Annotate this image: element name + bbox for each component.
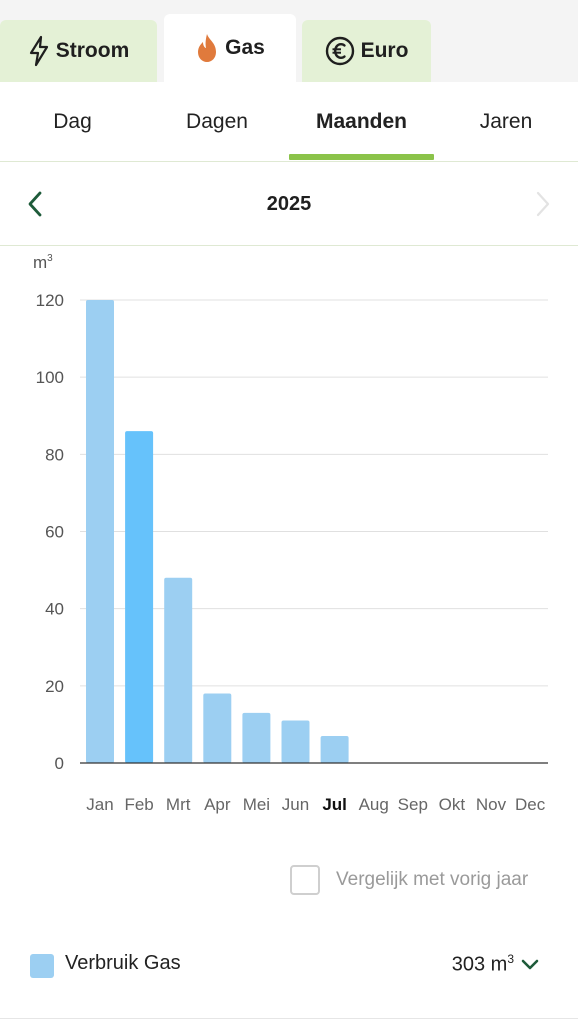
x-tick-label-jan[interactable]: Jan — [86, 795, 113, 814]
active-tab-indicator — [289, 154, 434, 160]
y-tick-label: 100 — [36, 368, 64, 387]
bar-apr[interactable] — [203, 693, 232, 763]
compare-checkbox[interactable] — [290, 865, 320, 895]
y-axis-unit-base: m — [33, 253, 47, 272]
bar-mei[interactable] — [242, 712, 271, 763]
x-tick-label-apr[interactable]: Apr — [204, 795, 231, 814]
year-navigation: 2025 — [0, 162, 578, 246]
y-tick-label: 20 — [45, 677, 64, 696]
x-tick-label-okt[interactable]: Okt — [439, 795, 466, 814]
y-tick-label: 40 — [45, 600, 64, 619]
tab-gas-label: Gas — [225, 36, 265, 59]
bar-mrt[interactable] — [164, 577, 193, 763]
grid-lines — [80, 299, 548, 687]
bars — [86, 300, 349, 763]
x-axis-ticks: Jan Feb Mrt Apr Mei Jun Jul Aug Sep Okt Nov Dec — [86, 795, 545, 814]
x-tick-label-jun[interactable]: Jun — [282, 795, 309, 814]
x-tick-label-aug[interactable]: Aug — [359, 795, 389, 814]
bar-jun[interactable] — [281, 720, 310, 763]
expand-button[interactable] — [518, 952, 542, 976]
chevron-down-icon — [521, 959, 539, 970]
chevron-right-icon — [536, 191, 550, 217]
y-tick-label: 80 — [45, 445, 64, 464]
flame-icon — [195, 33, 219, 63]
legend-swatch — [30, 954, 54, 978]
bar-jul[interactable] — [320, 735, 349, 763]
y-axis-unit-superscript: 3 — [47, 253, 53, 264]
y-tick-label: 0 — [55, 754, 64, 773]
legend-label: Verbruik Gas — [65, 952, 181, 974]
x-tick-label-jul[interactable]: Jul — [322, 795, 347, 814]
bar-jan[interactable] — [86, 300, 114, 763]
y-tick-label: 60 — [45, 523, 64, 542]
compare-label: Vergelijk met vorig jaar — [336, 869, 529, 890]
compare-previous-year[interactable]: Vergelijk met vorig jaar — [290, 864, 528, 896]
x-tick-label-feb[interactable]: Feb — [124, 795, 153, 814]
tab-euro[interactable]: Euro — [302, 20, 431, 82]
tab-maanden[interactable]: Maanden — [315, 110, 407, 133]
y-axis-unit: m3 — [33, 253, 53, 272]
next-year-button[interactable] — [528, 186, 558, 222]
legend-total-superscript: 3 — [507, 952, 514, 966]
chevron-left-icon — [28, 191, 42, 217]
period-tabs: Dag Dagen Maanden Jaren — [0, 82, 578, 162]
bottom-divider — [0, 1018, 578, 1019]
tab-jaren[interactable]: Jaren — [479, 110, 533, 133]
monthly-gas-chart: m3 0 20 40 60 80 100 120 Jan Feb Mrt Apr Mei Jun Jul… — [33, 253, 548, 814]
tab-gas[interactable]: Gas — [164, 14, 296, 82]
y-tick-label: 120 — [36, 291, 64, 310]
tab-euro-label: Euro — [360, 39, 409, 62]
tab-dagen[interactable]: Dagen — [186, 110, 248, 133]
x-tick-label-sep[interactable]: Sep — [398, 795, 428, 814]
energy-tabs: Stroom Gas Euro — [0, 0, 578, 82]
x-tick-label-dec[interactable]: Dec — [515, 795, 546, 814]
lightning-icon — [28, 35, 50, 67]
prev-year-button[interactable] — [20, 186, 50, 222]
tab-dag[interactable]: Dag — [53, 110, 92, 133]
x-tick-label-mei[interactable]: Mei — [243, 795, 270, 814]
y-axis-ticks: 0 20 40 60 80 100 120 — [36, 291, 64, 773]
legend-row[interactable]: Verbruik Gas 303 m3 — [0, 940, 578, 992]
x-tick-label-nov[interactable]: Nov — [476, 795, 507, 814]
legend-total: 303 m3 — [452, 952, 514, 977]
x-tick-label-mrt[interactable]: Mrt — [166, 795, 191, 814]
euro-icon — [325, 36, 355, 66]
tab-stroom-label: Stroom — [55, 39, 130, 62]
tab-stroom[interactable]: Stroom — [0, 20, 157, 82]
legend-total-value: 303 m — [451, 953, 508, 976]
bar-feb[interactable] — [125, 431, 154, 763]
year-label: 2025 — [266, 193, 312, 215]
